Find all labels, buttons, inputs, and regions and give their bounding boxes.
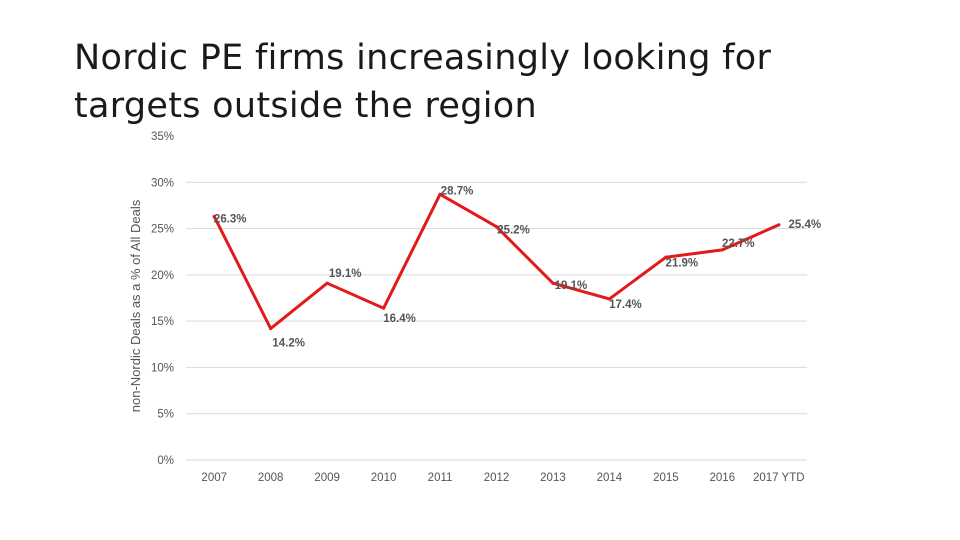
y-tick-label: 20% <box>151 270 174 282</box>
y-tick-label: 35% <box>151 131 174 143</box>
data-label: 19.1% <box>329 268 362 280</box>
slide-title: Nordic PE firms increasingly looking for… <box>74 38 772 126</box>
data-label: 25.2% <box>497 225 530 237</box>
data-point <box>664 255 668 259</box>
x-tick-label: 2007 <box>201 472 227 484</box>
x-tick-label: 2017 YTD <box>753 472 805 484</box>
x-tick-label: 2008 <box>258 472 284 484</box>
y-tick-label: 0% <box>157 455 174 467</box>
data-label: 17.4% <box>609 299 642 311</box>
data-point <box>777 223 781 227</box>
data-label: 28.7% <box>441 185 474 197</box>
data-point <box>269 326 273 331</box>
y-tick-label: 15% <box>151 316 174 328</box>
x-tick-label: 2016 <box>710 472 736 484</box>
data-label: 19.1% <box>555 280 588 292</box>
data-point <box>494 225 499 229</box>
data-point <box>212 214 216 219</box>
data-label: 16.4% <box>383 313 416 325</box>
x-tick-label: 2011 <box>428 472 453 484</box>
x-tick-label: 2012 <box>484 472 510 484</box>
y-tick-label: 5% <box>157 409 174 421</box>
x-tick-label: 2010 <box>371 472 397 484</box>
x-tick-label: 2015 <box>653 472 679 484</box>
x-tick-label: 2009 <box>314 472 340 484</box>
data-point <box>720 248 724 252</box>
data-point <box>551 281 555 285</box>
data-point <box>607 297 612 301</box>
data-point <box>438 192 442 196</box>
data-label: 26.3% <box>214 214 247 226</box>
y-tick-label: 25% <box>151 224 174 236</box>
y-axis-title: non-Nordic Deals as a % of All Deals <box>128 199 143 412</box>
x-tick-label: 2014 <box>597 472 623 484</box>
data-label: 25.4% <box>788 219 821 231</box>
x-tick-label: 2013 <box>540 472 566 484</box>
data-point <box>325 281 329 285</box>
y-tick-label: 10% <box>151 362 174 374</box>
y-tick-label: 30% <box>151 177 174 189</box>
data-label: 22.7% <box>722 238 755 250</box>
data-point <box>381 306 386 310</box>
data-label: 14.2% <box>272 338 305 350</box>
data-label: 21.9% <box>666 257 699 269</box>
